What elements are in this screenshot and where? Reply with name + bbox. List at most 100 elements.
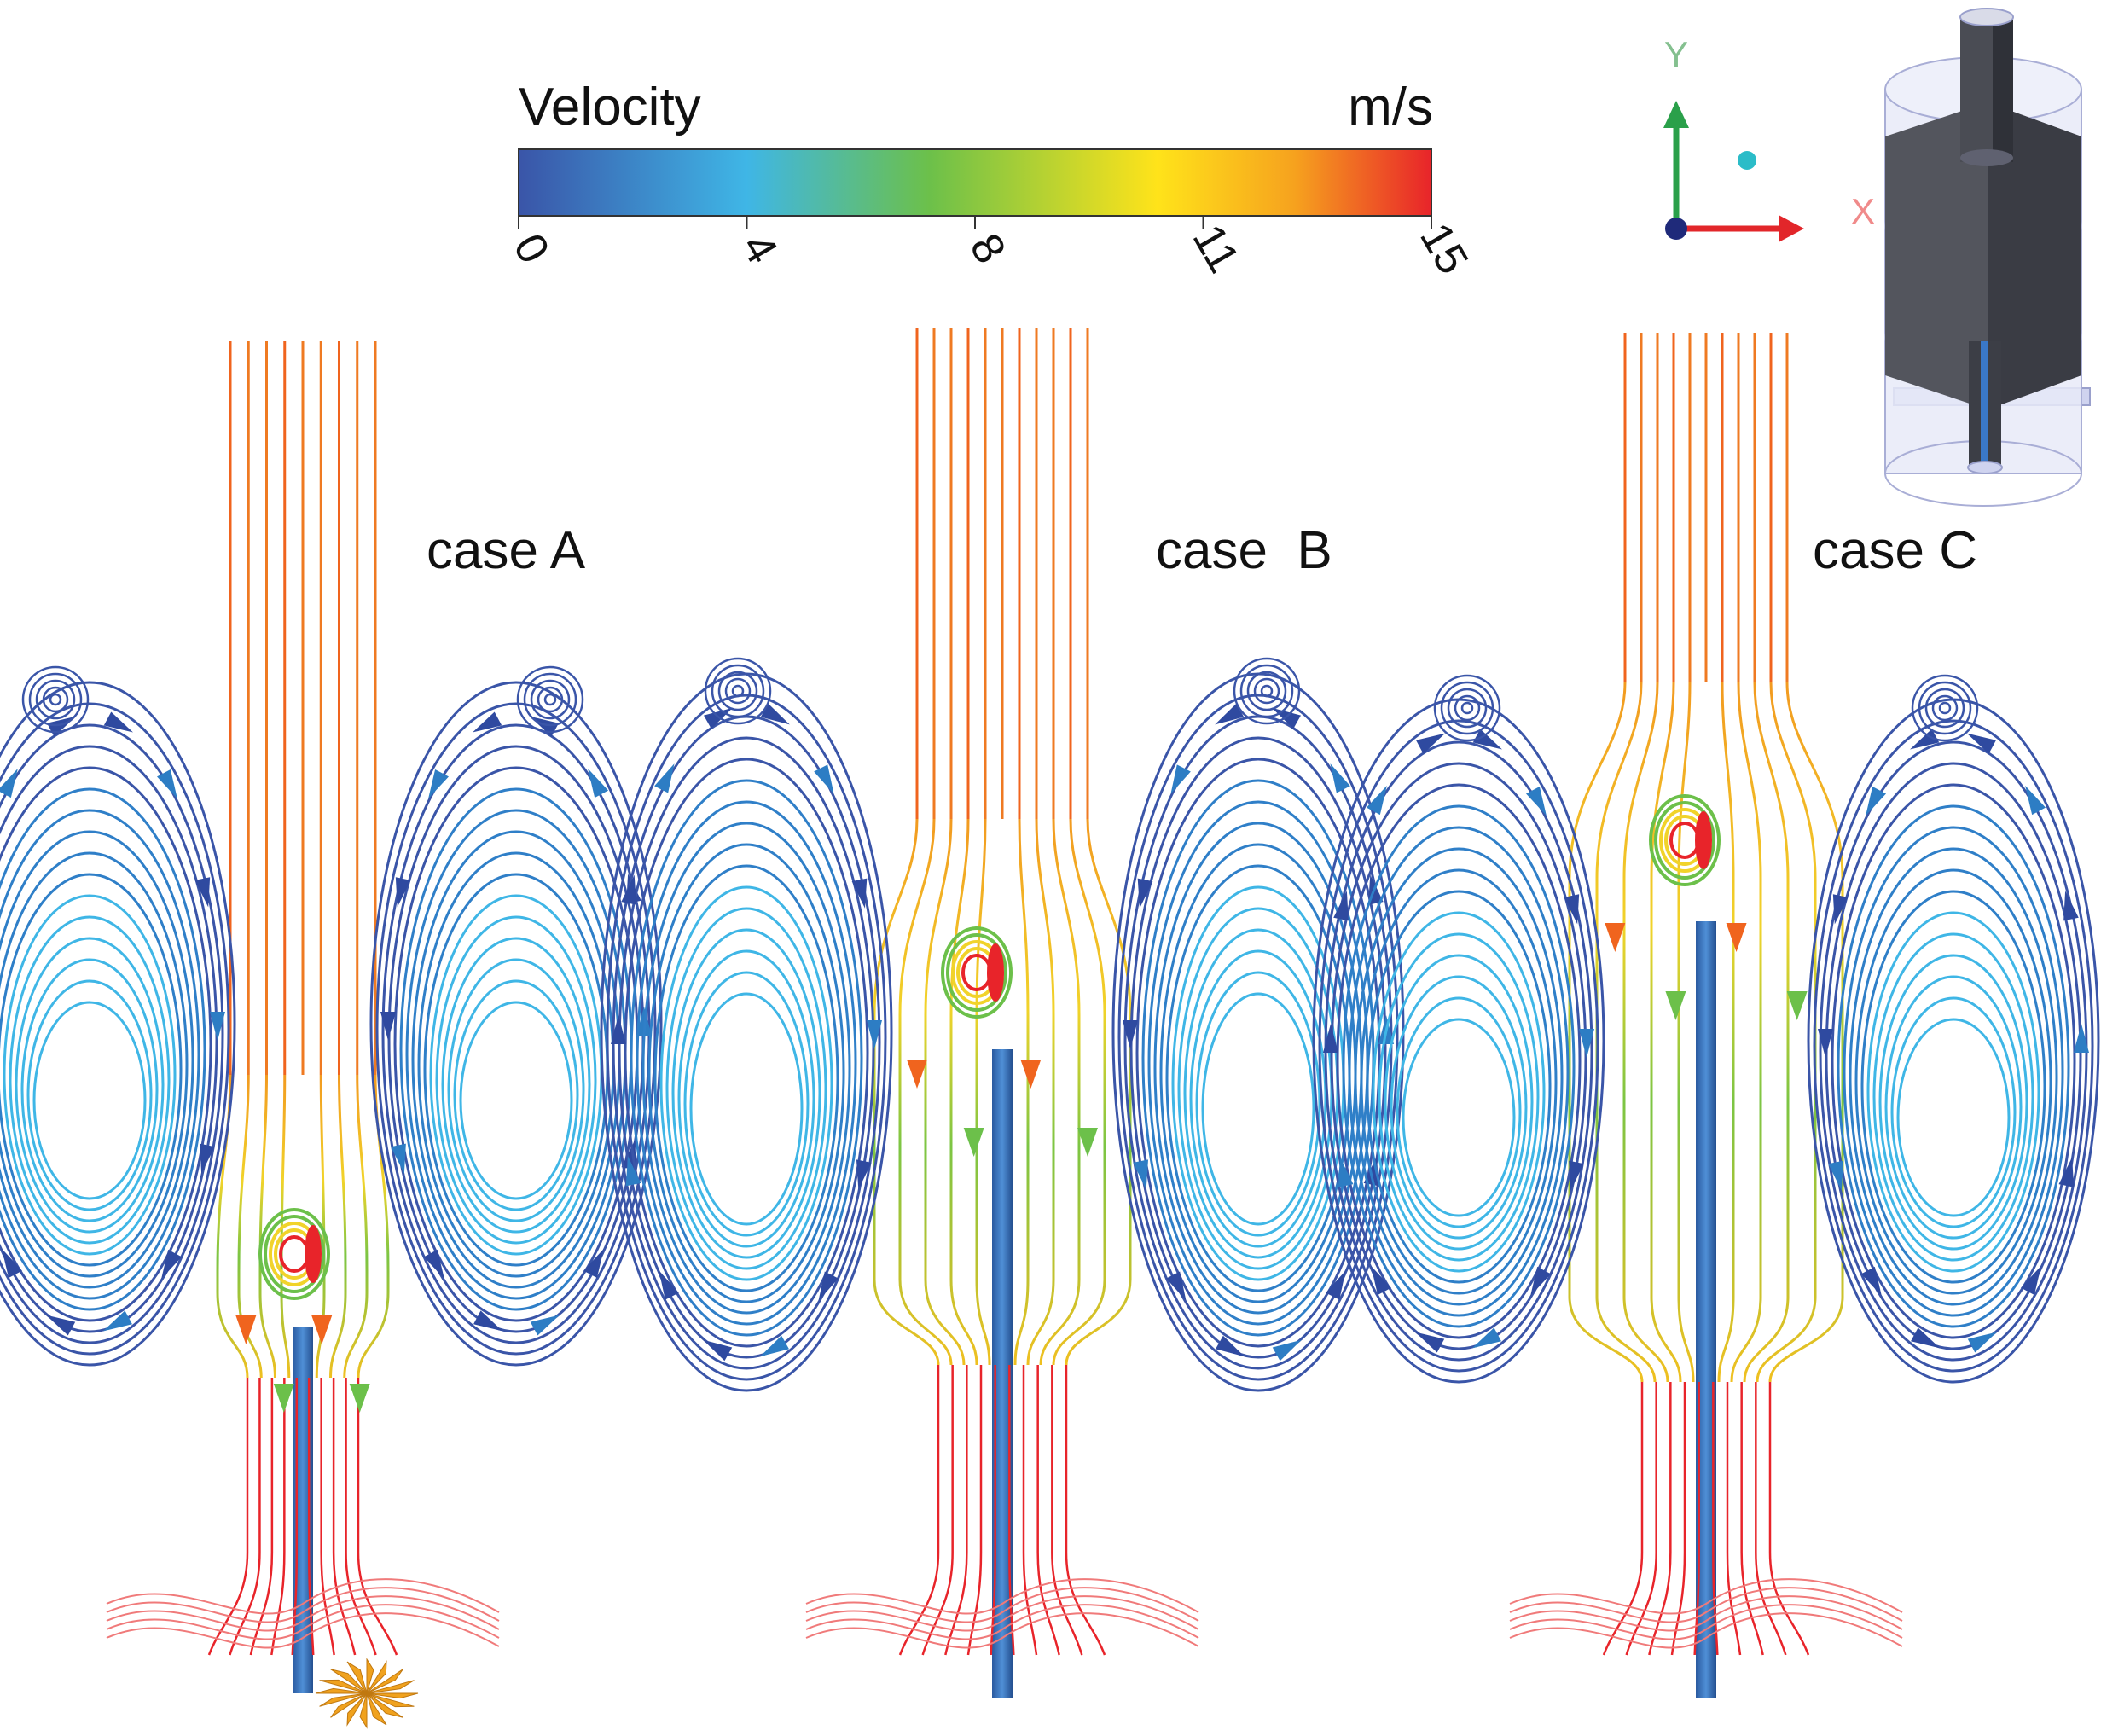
vortex-streamline [1396,996,1522,1228]
vortex-streamline [447,958,585,1222]
vortex-streamline [1402,1018,1516,1217]
core-streamline [1026,818,1055,1366]
vortex-core [1443,1075,1474,1160]
core-streamline [924,818,966,1366]
vortex-streamline [435,915,597,1245]
flow-arrow [625,1156,641,1187]
spiral-streamline [1911,674,1979,742]
outlet-plume-streamline [805,1604,1199,1640]
outlet-streamline [1036,1365,1060,1656]
vortex-streamline [1890,996,2017,1228]
flow-arrow [759,1335,789,1357]
outlet-streamline [944,1365,968,1656]
flow-arrow [1416,733,1446,754]
recirculation-bubble [1669,822,1700,859]
vortex-streamline [0,681,236,1367]
core-streamline [1595,682,1657,1383]
flow-arrow [703,1339,733,1362]
outlet-plume-streamline [106,1612,500,1649]
flow-arrow [611,1015,626,1044]
vortex-streamline [441,937,591,1234]
vortex-streamline [1195,971,1321,1237]
flow-arrow [1323,1024,1338,1053]
recirculation-bubble [1649,794,1721,886]
core-streamline [1039,818,1081,1366]
colorbar-tick-label: 11 [1183,217,1249,282]
colorbar-tick-label: 15 [1410,215,1477,282]
spiral-streamline [543,693,557,706]
vortex-core [1243,1066,1274,1152]
spiral-streamline [49,693,62,706]
spiral-streamline [21,665,90,734]
flow-arrow [235,1315,257,1344]
flow-arrow [1966,733,1996,754]
core-streamline [1743,682,1790,1383]
case-panel-c [1312,333,2100,1698]
vortex-streamline [1872,932,2034,1262]
flow-arrow [273,1384,294,1413]
outlet-streamline [357,1378,398,1656]
vortex-streamline [0,830,194,1289]
vortex-streamline [677,949,815,1248]
flow-arrow [1818,1029,1833,1058]
flow-arrow [1166,1271,1187,1301]
flow-arrow [1665,991,1686,1020]
flow-arrow [1579,1029,1594,1058]
core-streamline [1730,682,1762,1383]
vortex-streamline [1849,847,2058,1306]
flow-arrow [0,768,18,798]
flow-arrow [311,1315,333,1344]
core-streamline [1013,818,1030,1366]
flow-arrow [46,1315,76,1336]
geometry-inset [1884,8,2091,507]
core-streamline [1677,682,1695,1383]
flow-arrow [194,877,211,908]
vortex-streamline [1330,762,1587,1350]
vortex-streamline [1324,740,1593,1362]
vortex-streamline [1318,719,1599,1373]
flow-arrow [161,1249,183,1280]
flow-arrow [1605,923,1626,952]
vortex-streamline [0,723,224,1344]
x-axis-label: X [1851,191,1875,231]
case-c-label: case C [1813,521,1977,580]
vortex-streamline [1135,758,1381,1348]
vortex-streamline [1348,826,1570,1317]
flow-arrow [1123,1020,1138,1049]
vortex-streamline [405,809,627,1300]
flow-arrow [963,1128,984,1157]
flow-arrow [1828,1160,1843,1191]
vortex-streamline [671,928,821,1259]
outlet-streamline [345,1378,377,1656]
flow-arrow [2063,891,2079,921]
flow-arrow [380,1012,396,1041]
colorbar-ticks: 0 4 8 11 15 [503,215,1477,282]
spiral-streamline [1253,677,1280,705]
vortex-streamline [647,843,845,1303]
outlet-streamline [207,1378,249,1656]
spiral-streamline [1460,701,1474,715]
outlet-plume-streamline [1509,1612,1903,1649]
vortex-streamline [1819,740,2088,1362]
vortex-streamline [1878,954,2028,1251]
flow-arrow [1530,1266,1552,1297]
recirculation-bubble [941,926,1013,1019]
colorbar-title: Velocity [519,78,701,136]
flow-arrow [1910,729,1940,750]
recirculation-bubble [258,1208,330,1300]
vortex-streamline [32,1001,147,1200]
spiral-streamline [28,672,83,727]
vortex-streamline [1354,847,1564,1306]
outlet-plume-streamline [106,1595,500,1632]
spiral-streamline [1924,688,1965,729]
outlet-streamline [332,1378,357,1656]
recirculation-bubble [264,1215,325,1293]
spiral-streamline [717,671,758,711]
vortex-streamline [618,736,875,1359]
recirculation-bubble [946,933,1007,1012]
vortex-streamline [0,809,200,1300]
flow-arrow [1338,1157,1354,1187]
vortex-streamline [624,758,869,1348]
colorbar-tick-label: 0 [503,225,559,271]
